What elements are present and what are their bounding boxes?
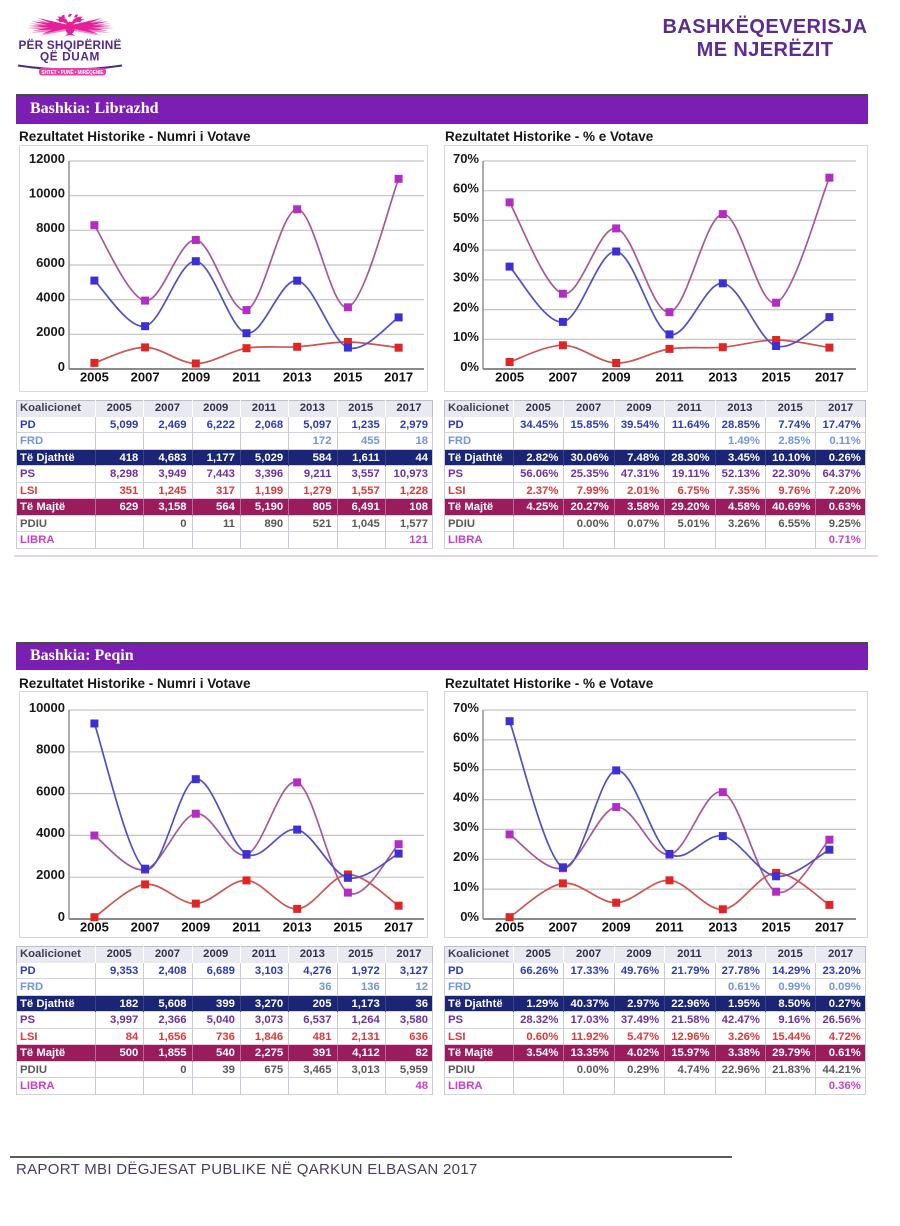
svg-text:10000: 10000 bbox=[29, 700, 65, 715]
svg-text:6000: 6000 bbox=[36, 255, 65, 270]
svg-text:2017: 2017 bbox=[384, 920, 413, 935]
svg-text:40%: 40% bbox=[453, 240, 479, 255]
svg-text:2013: 2013 bbox=[283, 370, 312, 385]
svg-text:2007: 2007 bbox=[131, 920, 160, 935]
svg-text:2000: 2000 bbox=[36, 324, 65, 339]
svg-text:2017: 2017 bbox=[815, 920, 844, 935]
svg-text:2007: 2007 bbox=[548, 370, 577, 385]
svg-text:0%: 0% bbox=[460, 909, 479, 924]
svg-text:10%: 10% bbox=[453, 329, 479, 344]
svg-text:2013: 2013 bbox=[708, 920, 737, 935]
svg-text:70%: 70% bbox=[453, 700, 479, 715]
svg-text:60%: 60% bbox=[453, 730, 479, 745]
svg-text:2011: 2011 bbox=[655, 920, 683, 935]
svg-text:20%: 20% bbox=[453, 849, 479, 864]
svg-text:50%: 50% bbox=[453, 760, 479, 775]
svg-text:8000: 8000 bbox=[36, 742, 65, 757]
svg-text:2005: 2005 bbox=[80, 920, 109, 935]
svg-text:2005: 2005 bbox=[495, 920, 524, 935]
svg-text:60%: 60% bbox=[453, 181, 479, 196]
svg-text:40%: 40% bbox=[453, 789, 479, 804]
svg-text:6000: 6000 bbox=[36, 783, 65, 798]
svg-text:2013: 2013 bbox=[708, 370, 737, 385]
svg-text:0: 0 bbox=[58, 359, 65, 374]
svg-text:4000: 4000 bbox=[36, 825, 65, 840]
svg-text:PËR SHQIPËRINË: PËR SHQIPËRINË bbox=[18, 38, 121, 52]
svg-text:2011: 2011 bbox=[655, 370, 683, 385]
svg-text:10000: 10000 bbox=[29, 186, 65, 201]
svg-text:SHTET • PUNË • MIRËQENIE: SHTET • PUNË • MIRËQENIE bbox=[42, 69, 104, 76]
svg-text:0%: 0% bbox=[460, 359, 479, 374]
svg-text:70%: 70% bbox=[453, 151, 479, 166]
svg-text:2015: 2015 bbox=[333, 920, 362, 935]
svg-text:2013: 2013 bbox=[283, 920, 312, 935]
svg-text:12000: 12000 bbox=[29, 151, 65, 166]
svg-text:10%: 10% bbox=[453, 879, 479, 894]
svg-text:2011: 2011 bbox=[232, 370, 260, 385]
svg-text:2011: 2011 bbox=[232, 920, 260, 935]
svg-text:2015: 2015 bbox=[762, 920, 791, 935]
svg-text:8000: 8000 bbox=[36, 220, 65, 235]
svg-text:20%: 20% bbox=[453, 299, 479, 314]
svg-text:30%: 30% bbox=[453, 819, 479, 834]
svg-text:2017: 2017 bbox=[815, 370, 844, 385]
svg-text:2000: 2000 bbox=[36, 867, 65, 882]
svg-text:2005: 2005 bbox=[495, 370, 524, 385]
svg-text:QË DUAM: QË DUAM bbox=[40, 50, 100, 64]
svg-text:2017: 2017 bbox=[384, 370, 413, 385]
svg-text:50%: 50% bbox=[453, 210, 479, 225]
svg-text:2005: 2005 bbox=[80, 370, 109, 385]
svg-text:2009: 2009 bbox=[181, 370, 210, 385]
svg-text:4000: 4000 bbox=[36, 290, 65, 305]
svg-text:2009: 2009 bbox=[181, 920, 210, 935]
svg-text:2015: 2015 bbox=[333, 370, 362, 385]
svg-text:30%: 30% bbox=[453, 270, 479, 285]
svg-text:0: 0 bbox=[58, 909, 65, 924]
svg-text:2009: 2009 bbox=[602, 370, 631, 385]
svg-text:2007: 2007 bbox=[131, 370, 160, 385]
svg-text:2007: 2007 bbox=[548, 920, 577, 935]
svg-text:2009: 2009 bbox=[602, 920, 631, 935]
svg-text:2015: 2015 bbox=[762, 370, 791, 385]
